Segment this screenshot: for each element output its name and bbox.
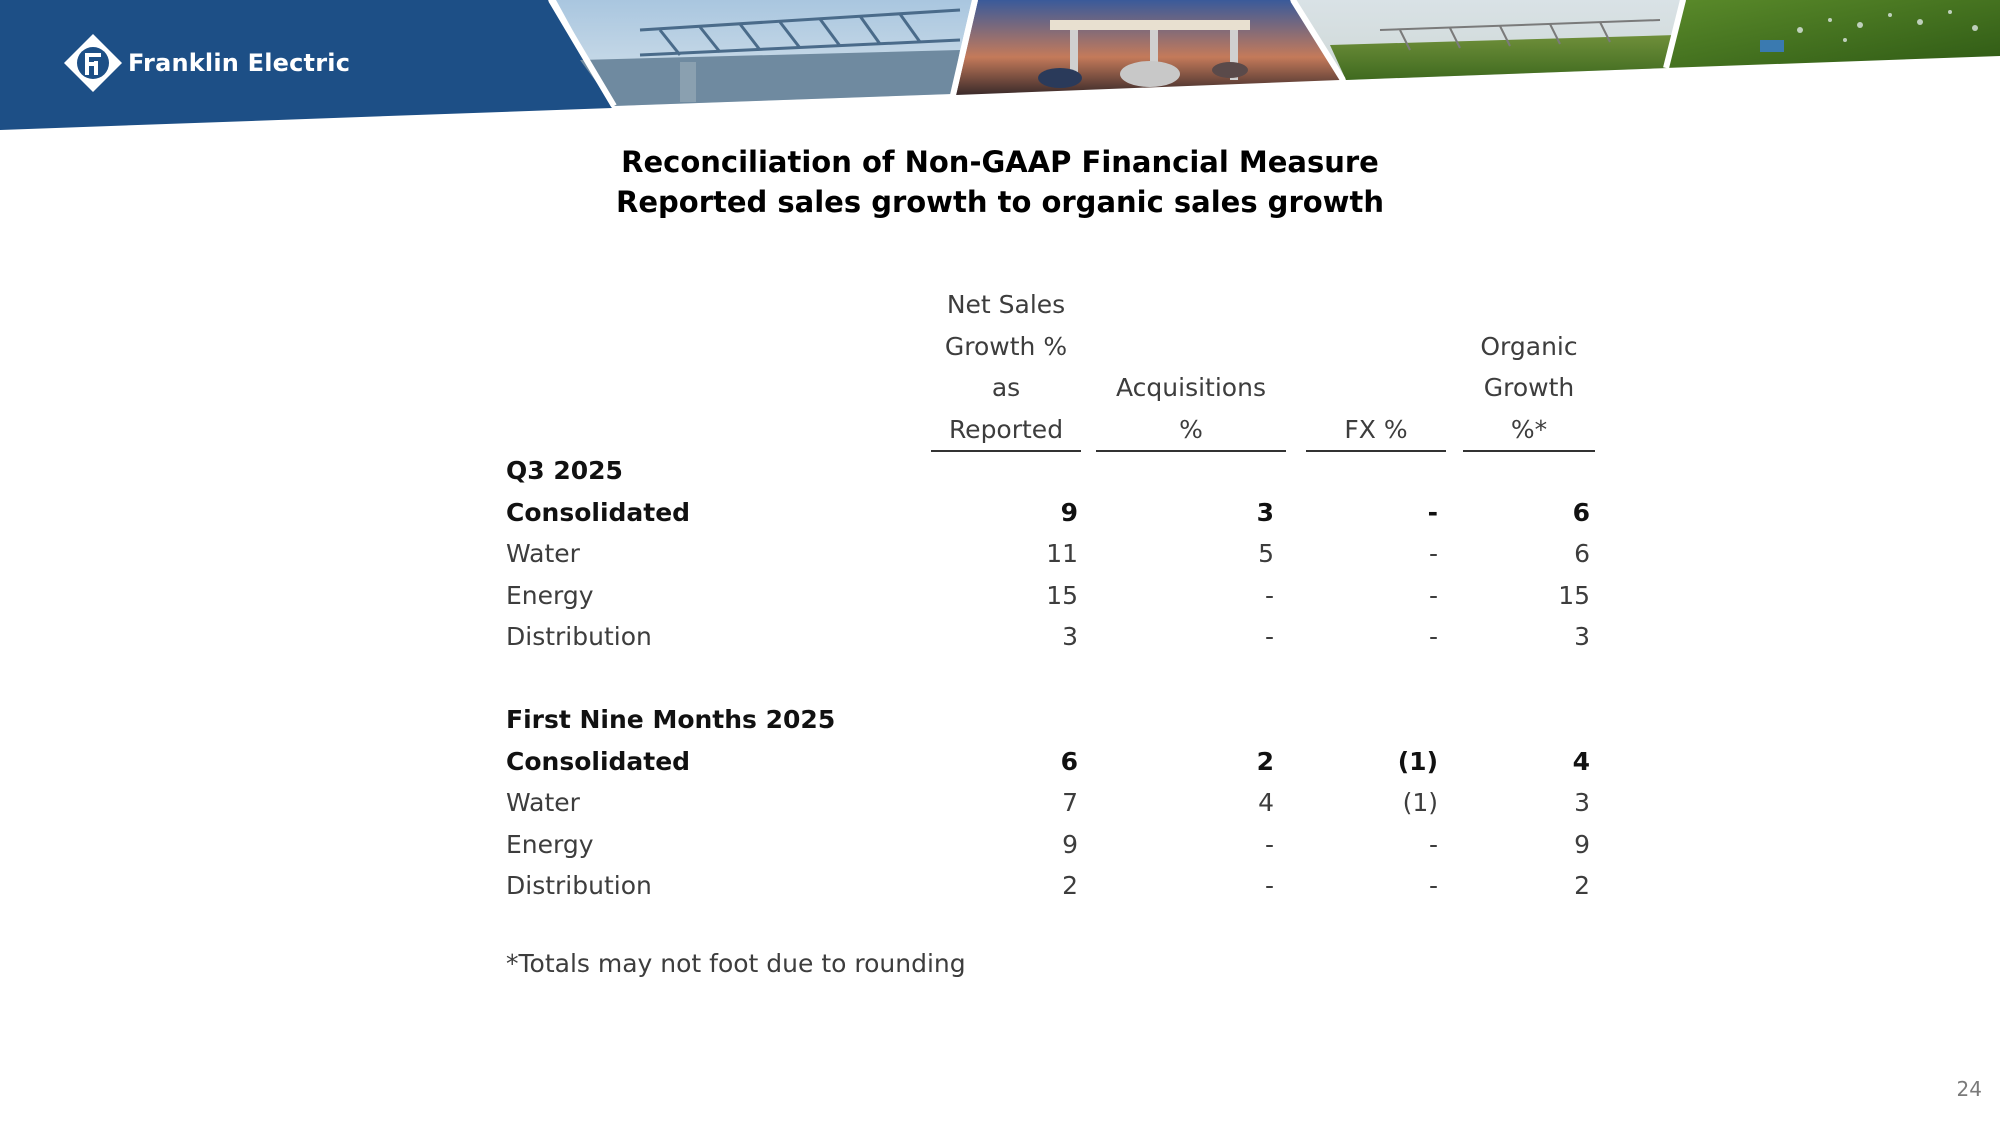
header-line: Growth [1483,373,1575,402]
cell-acquisitions: 2 [1256,746,1274,776]
title-line-2: Reported sales growth to organic sales g… [616,185,1384,219]
cell-acquisitions: 3 [1256,497,1274,527]
cell-fx: - [1428,622,1438,651]
column-header-acquisitions: Acquisitions % [1096,282,1286,452]
header-line: Growth % [944,331,1068,361]
header-line: % [1179,414,1203,444]
header-line: Acquisitions [1116,373,1266,402]
cell-organic: 3 [1574,788,1590,817]
cell-net-sales: 9 [1060,497,1078,527]
column-header-organic-growth: Organic Growth %* [1463,282,1595,452]
table-row: Energy 9 - - 9 [506,824,1606,866]
header-line: FX % [1344,414,1408,444]
brand-block [0,0,612,130]
brand-name: Franklin Electric [128,49,351,77]
table-row: Water 11 5 - 6 [506,533,1606,575]
table-row: Distribution 2 - - 2 [506,865,1606,907]
cell-organic: 2 [1574,871,1590,900]
title-line-1: Reconciliation of Non-GAAP Financial Mea… [621,145,1379,179]
franklin-diamond-icon [64,34,122,92]
cell-acquisitions: 4 [1258,788,1274,817]
cell-fx: - [1428,539,1438,568]
header-line: Reported [948,414,1064,444]
row-label: Energy [506,580,594,610]
page-number: 24 [1956,1077,1982,1101]
cell-net-sales: 3 [1062,622,1078,651]
section-spacer [506,658,1606,700]
row-label: Water [506,788,580,817]
cell-fx: (1) [1402,788,1438,817]
section-label: Q3 2025 [506,456,623,485]
cell-net-sales: 2 [1062,871,1078,900]
header-line: as [991,373,1021,402]
cell-fx: - [1428,829,1438,859]
column-header-fx: FX % [1306,282,1446,452]
brand-logo: Franklin Electric [62,32,350,94]
table-row: Distribution 3 - - 3 [506,616,1606,658]
cell-net-sales: 6 [1060,746,1078,776]
cell-organic: 4 [1572,746,1590,776]
cell-acquisitions: - [1264,871,1274,900]
row-label: Consolidated [506,746,691,776]
cell-fx: - [1427,497,1438,527]
section-label: First Nine Months 2025 [506,705,836,734]
footnote: *Totals may not foot due to rounding [506,949,966,978]
table-row: Consolidated 6 2 (1) 4 [506,741,1606,783]
table-row: Water 7 4 (1) 3 [506,782,1606,824]
cell-fx: (1) [1397,746,1438,776]
cell-net-sales: 9 [1062,829,1078,859]
cell-acquisitions: - [1264,829,1274,859]
header-banner: Franklin Electric [0,0,2000,135]
row-label: Distribution [506,622,652,651]
row-label: Consolidated [506,497,691,527]
cell-acquisitions: - [1264,580,1274,610]
table-row: Energy 15 - - 15 [506,575,1606,617]
cell-net-sales: 15 [1046,580,1078,610]
cell-net-sales: 11 [1046,539,1078,568]
row-label: Water [506,539,580,568]
cell-fx: - [1428,871,1438,900]
cell-acquisitions: 5 [1258,539,1274,568]
section-header-row: First Nine Months 2025 [506,699,1606,741]
cell-net-sales: 7 [1062,788,1078,817]
header-line: %* [1510,414,1548,444]
cell-organic: 3 [1574,622,1590,651]
row-label: Distribution [506,871,652,900]
page-title: Reconciliation of Non-GAAP Financial Mea… [0,142,2000,222]
cell-organic: 6 [1574,539,1590,568]
cell-organic: 15 [1558,580,1590,610]
banner-graphic [0,0,2000,130]
table-body: Q3 2025 Consolidated 9 3 - 6 Water 11 5 … [506,450,1606,907]
cell-organic: 9 [1574,829,1590,859]
column-header-net-sales: Net Sales Growth % as Reported [931,282,1081,452]
header-line: Net Sales [946,290,1066,319]
cell-fx: - [1428,580,1438,610]
cell-acquisitions: - [1264,622,1274,651]
cell-organic: 6 [1572,497,1590,527]
header-line: Organic [1480,331,1578,361]
table-row: Consolidated 9 3 - 6 [506,492,1606,534]
section-header-row: Q3 2025 [506,450,1606,492]
row-label: Energy [506,829,594,859]
